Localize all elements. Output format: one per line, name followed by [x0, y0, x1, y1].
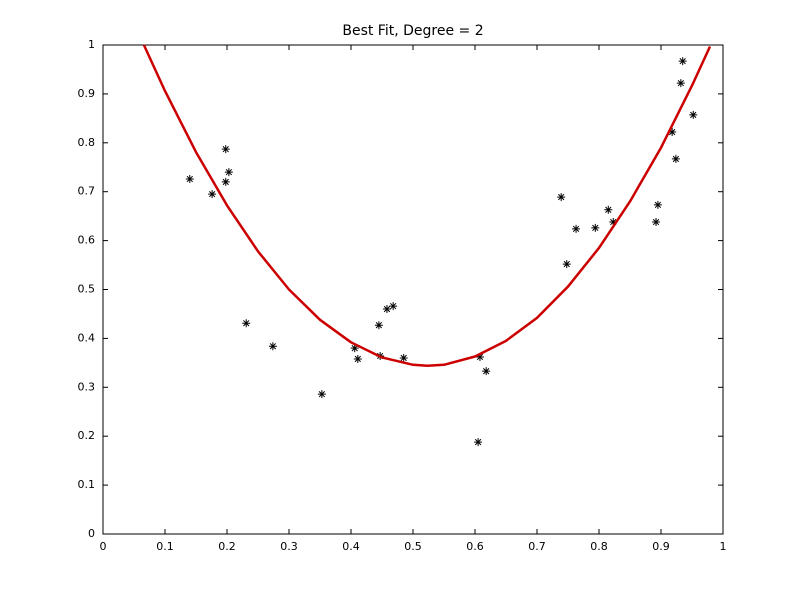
data-point — [242, 319, 251, 328]
x-tick-label: 0.9 — [652, 540, 670, 553]
data-point — [221, 177, 230, 186]
data-point — [208, 190, 217, 199]
y-tick-label: 0.6 — [78, 234, 96, 247]
y-tick-label: 0.4 — [78, 331, 96, 344]
y-tick-label: 0.9 — [78, 87, 96, 100]
data-point — [317, 390, 326, 399]
x-tick-label: 0.2 — [218, 540, 236, 553]
y-tick-label: 0.3 — [78, 380, 96, 393]
data-point — [185, 174, 194, 183]
data-point — [382, 305, 391, 314]
y-tick-label: 0.7 — [78, 185, 96, 198]
data-point — [671, 154, 680, 163]
x-tick-label: 0.4 — [342, 540, 360, 553]
x-tick-label: 0.8 — [590, 540, 608, 553]
data-point — [678, 57, 687, 66]
plot-area — [102, 44, 724, 535]
data-point — [668, 128, 677, 137]
x-tick-label: 0.1 — [156, 540, 174, 553]
data-point — [224, 168, 233, 177]
data-point — [689, 110, 698, 119]
fit-curve — [142, 44, 712, 368]
data-point — [353, 354, 362, 363]
y-tick-label: 0 — [88, 527, 95, 540]
data-point — [475, 352, 484, 361]
x-tick-label: 1 — [720, 540, 727, 553]
y-tick-label: 1 — [88, 38, 95, 51]
data-point — [572, 224, 581, 233]
data-point — [268, 342, 277, 351]
data-point — [221, 145, 230, 154]
data-point — [609, 218, 618, 227]
data-point — [399, 353, 408, 362]
y-tick-label: 0.2 — [78, 429, 96, 442]
data-point — [591, 223, 600, 232]
y-tick-label: 0.1 — [78, 478, 96, 491]
data-point — [557, 193, 566, 202]
x-tick-label: 0 — [100, 540, 107, 553]
data-point — [374, 321, 383, 330]
data-point — [653, 200, 662, 209]
data-point — [389, 302, 398, 311]
x-tick-label: 0.7 — [528, 540, 546, 553]
y-tick-label: 0.5 — [78, 283, 96, 296]
chart-title: Best Fit, Degree = 2 — [342, 23, 483, 39]
data-point — [604, 205, 613, 214]
data-point — [676, 79, 685, 88]
x-tick-label: 0.5 — [404, 540, 422, 553]
data-point — [482, 367, 491, 376]
data-point — [350, 344, 359, 353]
data-point — [562, 260, 571, 269]
data-point — [652, 218, 661, 227]
data-point — [474, 438, 483, 447]
y-tick-label: 0.8 — [78, 136, 96, 149]
x-tick-label: 0.6 — [466, 540, 484, 553]
x-tick-label: 0.3 — [280, 540, 298, 553]
